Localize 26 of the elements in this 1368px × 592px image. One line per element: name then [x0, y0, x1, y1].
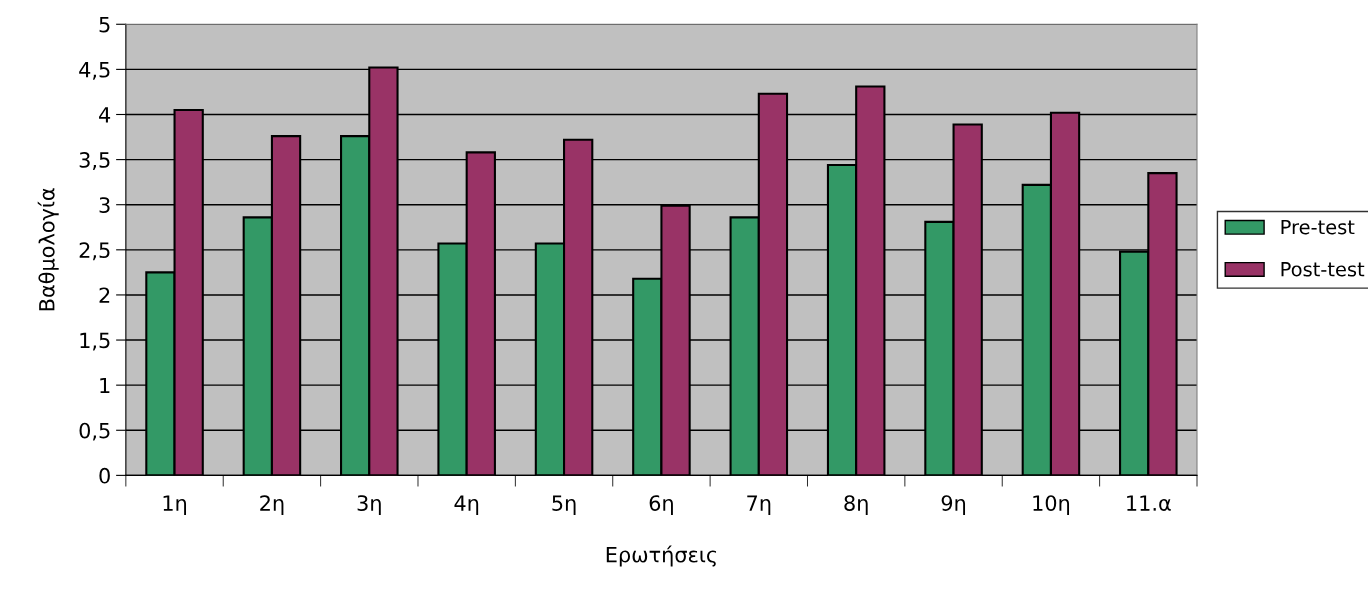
x-axis-title: Ερωτήσεις	[606, 545, 717, 567]
x-tick-label: 1η	[163, 495, 187, 515]
x-tick-label: 6η	[649, 495, 673, 515]
y-tick-label: 1,5	[80, 332, 110, 351]
y-tick-label: 4	[99, 107, 111, 123]
x-tick-label: 2η	[260, 495, 284, 515]
y-tick-label: 4,5	[79, 62, 110, 80]
y-tick-label: 2,5	[79, 242, 110, 261]
x-tick-label: 11.α	[1127, 495, 1171, 511]
x-tick-label: 4η	[454, 495, 479, 515]
y-tick-label: 0,5	[79, 422, 110, 441]
x-tick-label: 5η	[552, 495, 576, 515]
x-tick-label: 7η	[747, 495, 771, 515]
x-tick-label: 3η	[357, 495, 381, 515]
y-tick-label: 0	[99, 467, 110, 484]
y-tick-label: 3	[99, 197, 110, 213]
y-axis-title: Βαθμολογία	[37, 188, 59, 311]
legend-label: Post-test	[1281, 262, 1365, 277]
y-tick-label: 3,5	[79, 152, 110, 170]
x-tick-label: 10η	[1033, 495, 1070, 515]
x-tick-label: 9η	[941, 495, 966, 515]
legend-label: Pre-test	[1281, 219, 1355, 235]
y-tick-label: 2	[99, 287, 110, 303]
x-tick-label: 8η	[844, 495, 868, 515]
y-tick-label: 1	[100, 377, 110, 394]
y-tick-label: 5	[99, 17, 110, 33]
